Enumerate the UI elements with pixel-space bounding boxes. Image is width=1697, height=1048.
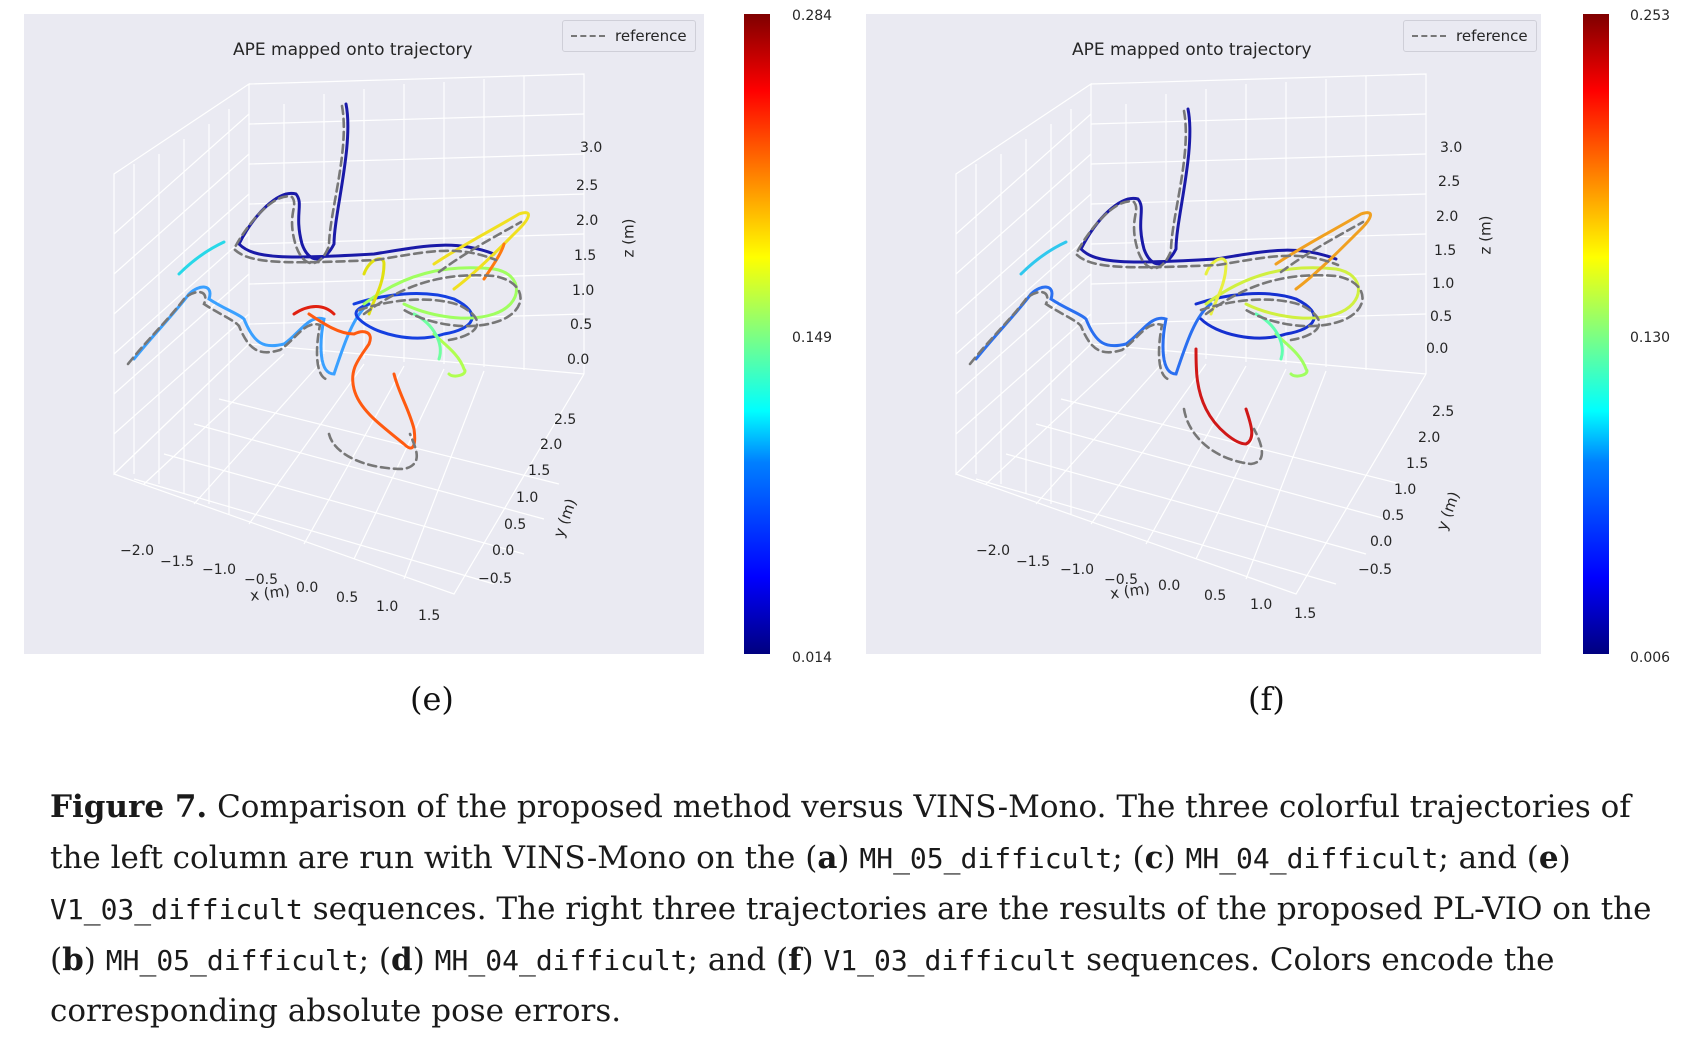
caption-text: sequences. The right three trajectories … — [50, 891, 1652, 978]
colorbar-max-e: 0.284 — [792, 8, 833, 24]
z-tick-e: 2.0 — [576, 213, 599, 229]
caption-text: ) — [1558, 840, 1571, 876]
x-tick-f: 0.5 — [1204, 588, 1227, 604]
sequence-name: MH_04_difficult — [434, 944, 688, 977]
y-tick-e: 0.0 — [492, 543, 515, 559]
z-tick-e: 1.5 — [574, 248, 597, 264]
x-tick-f: 1.0 — [1250, 597, 1273, 613]
z-tick-f: 0.5 — [1430, 309, 1453, 325]
x-tick-e: −2.0 — [120, 543, 154, 559]
z-tick-f: 2.0 — [1436, 209, 1459, 225]
caption-text: ; ( — [358, 942, 392, 978]
colorbar-min-e: 0.014 — [792, 650, 833, 666]
caption-text: ) — [83, 942, 106, 978]
y-tick-e: 0.5 — [504, 517, 527, 533]
caption-ref: c — [1144, 840, 1164, 876]
z-tick-f: 0.0 — [1426, 341, 1449, 357]
x-tick-f: 0.0 — [1158, 578, 1181, 594]
y-tick-e: 2.0 — [540, 437, 563, 453]
caption-text: ; and ( — [687, 942, 789, 978]
colorbar-mid-e: 0.149 — [792, 330, 833, 346]
y-tick-e: 1.0 — [516, 490, 539, 506]
x-tick-e: 0.5 — [336, 590, 359, 606]
z-tick-e: 2.5 — [576, 178, 599, 194]
legend-label-e: reference — [615, 27, 687, 45]
subcaption-f: (f) — [1248, 680, 1285, 718]
x-tick-f: −0.5 — [1104, 572, 1138, 588]
z-tick-f: 3.0 — [1440, 140, 1463, 156]
z-tick-f: 2.5 — [1438, 174, 1461, 190]
legend-label-f: reference — [1456, 27, 1528, 45]
x-tick-e: 1.0 — [376, 599, 399, 615]
caption-text: ) — [412, 942, 435, 978]
figure-caption: Figure 7. Comparison of the proposed met… — [50, 782, 1655, 1037]
caption-text: ) — [837, 840, 860, 876]
sequence-name: MH_05_difficult — [859, 842, 1113, 875]
y-tick-f: −0.5 — [1358, 562, 1392, 578]
plot-title-e: APE mapped onto trajectory — [233, 40, 473, 60]
colorbar-e — [744, 14, 770, 654]
y-tick-f: 0.0 — [1370, 534, 1393, 550]
dashed-line-icon — [1412, 35, 1446, 37]
caption-text: sequences. Colors encode the correspondi… — [50, 942, 1555, 1029]
z-tick-e: 3.0 — [580, 140, 603, 156]
caption-ref: a — [817, 840, 838, 876]
colorbar-max-f: 0.253 — [1630, 8, 1671, 24]
y-tick-e: 1.5 — [528, 463, 551, 479]
trajectory-plot-e — [113, 73, 585, 595]
sequence-name: V1_03_difficult — [50, 893, 303, 926]
sequence-name: MH_04_difficult — [1185, 842, 1439, 875]
caption-text: ; and ( — [1438, 840, 1539, 876]
caption-text: Comparison of the proposed method versus… — [50, 789, 1631, 876]
sequence-name: MH_05_difficult — [105, 944, 359, 977]
z-tick-f: 1.5 — [1434, 243, 1457, 259]
y-tick-f: 1.5 — [1406, 456, 1429, 472]
y-tick-f: 2.0 — [1418, 430, 1441, 446]
z-tick-e: 0.5 — [570, 317, 593, 333]
plot-panel-e: APE mapped onto trajectory reference 3.0… — [24, 14, 704, 654]
x-tick-e: 0.0 — [296, 580, 319, 596]
plot-panel-f: APE mapped onto trajectory reference 3.0… — [866, 14, 1541, 654]
caption-text: ; ( — [1112, 840, 1145, 876]
legend-e: reference — [562, 20, 696, 52]
caption-ref: e — [1538, 840, 1559, 876]
x-tick-e: −1.0 — [202, 562, 236, 578]
colorbar-f — [1583, 14, 1609, 654]
figure-label: Figure 7. — [50, 789, 208, 825]
y-tick-e: −0.5 — [478, 571, 512, 587]
subcaption-e: (e) — [410, 680, 454, 718]
x-tick-e: −1.5 — [160, 554, 194, 570]
y-tick-e: 2.5 — [554, 412, 577, 428]
y-tick-f: 0.5 — [1382, 508, 1405, 524]
caption-ref: f — [788, 942, 802, 978]
dashed-line-icon — [571, 35, 605, 37]
z-axis-label-e: z (m) — [619, 218, 638, 258]
caption-ref: d — [391, 942, 413, 978]
y-tick-f: 2.5 — [1432, 404, 1455, 420]
z-tick-e: 0.0 — [567, 352, 590, 368]
plot-title-f: APE mapped onto trajectory — [1072, 40, 1312, 60]
legend-f: reference — [1403, 20, 1537, 52]
x-tick-f: −1.5 — [1016, 554, 1050, 570]
caption-ref: b — [62, 942, 84, 978]
z-axis-label-f: z (m) — [1476, 215, 1495, 255]
trajectory-plot-f — [955, 73, 1427, 595]
x-tick-e: −0.5 — [244, 572, 278, 588]
caption-text: ) — [801, 942, 824, 978]
y-tick-f: 1.0 — [1394, 482, 1417, 498]
caption-text: ) — [1163, 840, 1186, 876]
colorbar-min-f: 0.006 — [1630, 650, 1671, 666]
z-tick-e: 1.0 — [572, 283, 595, 299]
z-tick-f: 1.0 — [1432, 276, 1455, 292]
colorbar-mid-f: 0.130 — [1630, 330, 1671, 346]
x-tick-e: 1.5 — [418, 608, 441, 624]
x-tick-f: −2.0 — [976, 543, 1010, 559]
sequence-name: V1_03_difficult — [823, 944, 1077, 977]
x-tick-f: 1.5 — [1294, 606, 1317, 622]
x-tick-f: −1.0 — [1060, 562, 1094, 578]
